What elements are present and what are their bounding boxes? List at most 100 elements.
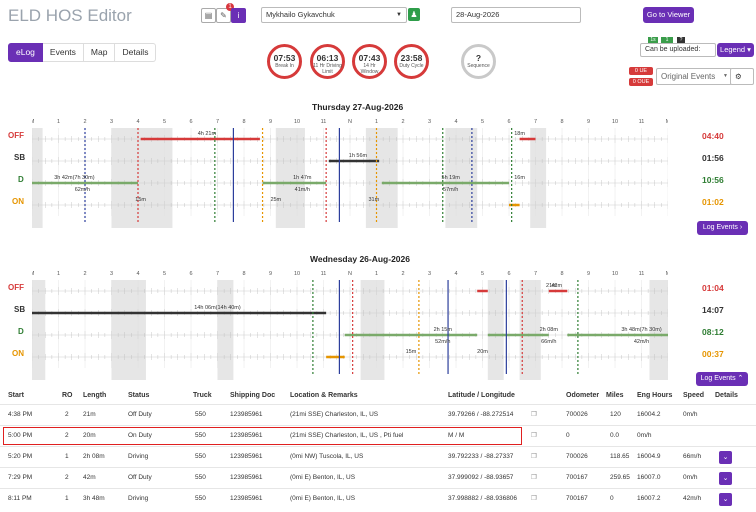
table-cell: 3h 48m (83, 495, 105, 502)
table-cell: 39.79266 / -88.272514 (448, 411, 514, 418)
hour-label: 6 (507, 119, 510, 125)
graph-annotation: 21m (546, 283, 557, 289)
table-cell: 259.65 (610, 474, 630, 481)
table-cell: 5:00 PM (8, 432, 33, 439)
column-header: Status (128, 392, 150, 399)
driver-name: Mykhailo Gykavchuk (266, 10, 335, 19)
table-cell: 550 (195, 411, 206, 418)
date-input[interactable]: 28-Aug-2026 (451, 7, 581, 23)
hour-label: 8 (242, 271, 245, 277)
table-cell: 123985961 (230, 474, 263, 481)
graph-annotation: 1h 56m (349, 153, 368, 159)
hour-label: 9 (269, 271, 272, 277)
table-cell: 700026 (566, 411, 588, 418)
day1-label-on: ON (12, 197, 24, 206)
day2-label-d: D (18, 327, 24, 336)
table-row[interactable]: 4:38 PM 2 21m Off Duty 550 123985961 (21mi SSE… (0, 404, 756, 426)
shaded-region (217, 280, 234, 380)
tab-elog[interactable]: eLog (8, 43, 43, 62)
graph-annotation: 52m/h (435, 339, 450, 345)
graph-annotation: 3h 42m(7h 30m) (54, 175, 95, 181)
graph-annotation: 3h 48m(7h 30m) (621, 327, 662, 333)
app-title: ELD HOS Editor (8, 6, 132, 25)
hour-label: 3 (428, 119, 431, 125)
shaded-region (111, 280, 146, 380)
hour-label: 8 (560, 119, 563, 125)
day1-title: Thursday 27-Aug-2026 (312, 102, 404, 112)
hour-label: 1 (57, 271, 60, 277)
graph-annotation: 20m (477, 349, 488, 355)
column-header: Length (83, 392, 107, 399)
original-events-select[interactable]: Original Events ▼ (656, 68, 732, 85)
table-cell: 0 (610, 495, 614, 502)
table-cell: 16007.2 (637, 495, 661, 502)
table-cell: 0.0 (610, 432, 620, 439)
column-header: Location & Remarks (290, 392, 358, 399)
day2-log-events-button[interactable]: Log Events ⌃ (696, 372, 748, 386)
day1-graph[interactable]: M 1 2 3 4 5 6 7 8 9 10 11 N 1 2 3 4 5 6 7 8 9 10 11 M 4h 21m 1h 56… (32, 114, 668, 234)
hour-label: 4 (136, 271, 139, 277)
document-icon[interactable]: ▤ (201, 8, 216, 23)
table-row[interactable]: 5:00 PM 2 20m On Duty 550 123985961 (21mi SSE)… (0, 425, 756, 447)
user-icon[interactable]: ♟ (408, 8, 420, 21)
legend-button[interactable]: Legend ▾ (717, 43, 754, 57)
day2-total-d: 08:12 (702, 327, 724, 337)
timer-sequence: ? Sequence (461, 44, 496, 79)
hour-label: 1 (375, 271, 378, 277)
graph-annotation: 62m/h (75, 187, 90, 193)
table-cell: 5:20 PM (8, 453, 33, 460)
timer-driving-limit: 06:13 11 Hr Driving Limit (310, 44, 345, 79)
table-row[interactable]: 7:29 PM 2 42m Off Duty 550 123985961 (0mi E) B… (0, 467, 756, 489)
expand-chevron-icon[interactable]: ⌄ (719, 451, 732, 464)
tab-map[interactable]: Map (83, 43, 116, 62)
table-cell: 4:38 PM (8, 411, 33, 418)
hour-label: 11 (639, 271, 645, 277)
copy-icon[interactable]: ❐ (531, 474, 537, 481)
graph-annotation: 5h 19m (442, 175, 461, 181)
expand-chevron-icon[interactable]: ⌄ (719, 493, 732, 506)
day1-label-sb: SB (14, 153, 26, 162)
graph-annotation: 25m (270, 197, 281, 203)
table-row[interactable]: 8:11 PM 1 3h 48m Driving 550 123985961 (0mi E)… (0, 488, 756, 510)
copy-icon[interactable]: ❐ (531, 432, 537, 439)
day2-total-sb: 14:07 (702, 305, 724, 315)
settings-gear-icon[interactable]: ⚙ (730, 68, 754, 85)
table-cell: 1 (65, 495, 69, 502)
copy-icon[interactable]: ❐ (531, 495, 537, 502)
shaded-region (32, 280, 46, 380)
hour-label: 8 (242, 119, 245, 125)
status-badge-2: 1 (661, 37, 673, 44)
copy-icon[interactable]: ❐ (531, 411, 537, 418)
hour-label: 2 (83, 271, 86, 277)
can-be-uploaded-select[interactable]: Can be uploaded: (640, 43, 716, 57)
day1-log-events-button[interactable]: Log Events › (697, 221, 748, 235)
column-header: RO (62, 392, 73, 399)
graph-annotation: 66m/h (541, 339, 556, 345)
info-icon[interactable]: i (231, 8, 246, 23)
hour-label: 10 (612, 119, 618, 125)
timer-break-in: 07:53 Break In (267, 44, 302, 79)
graph-annotation: 42m (551, 283, 562, 289)
shaded-region (275, 128, 305, 228)
column-header: Latitude / Longitude (448, 392, 515, 399)
tab-details[interactable]: Details (115, 43, 157, 62)
table-cell: 37.998882 / -88.936806 (448, 495, 518, 502)
table-cell: 2 (65, 432, 69, 439)
graph-annotation: 14h 06m(14h 40m) (194, 305, 241, 311)
table-row[interactable]: 5:20 PM 1 2h 08m Driving 550 123985961 (0mi NW… (0, 446, 756, 468)
table-cell: 123985961 (230, 453, 263, 460)
table-cell: 20m (83, 432, 96, 439)
hour-label: 1 (57, 119, 60, 125)
go-to-viewer-button[interactable]: Go to Viewer (643, 7, 694, 23)
expand-chevron-icon[interactable]: ⌄ (719, 472, 732, 485)
copy-icon[interactable]: ❐ (531, 453, 537, 460)
hour-label: 10 (294, 119, 300, 125)
hour-label: 1 (375, 119, 378, 125)
column-header: Speed (683, 392, 705, 399)
day2-label-off: OFF (8, 283, 24, 292)
day2-graph[interactable]: M 1 2 3 4 5 6 7 8 9 10 11 N 1 2 3 4 5 6 7 8 9 10 11 M 14h 06m(14h… (32, 266, 668, 386)
notes-icon[interactable]: ✎ (216, 8, 231, 23)
hour-label: 4 (454, 271, 457, 277)
driver-select[interactable]: Mykhailo Gykavchuk ▼ (261, 7, 407, 23)
tab-events[interactable]: Events (42, 43, 84, 62)
